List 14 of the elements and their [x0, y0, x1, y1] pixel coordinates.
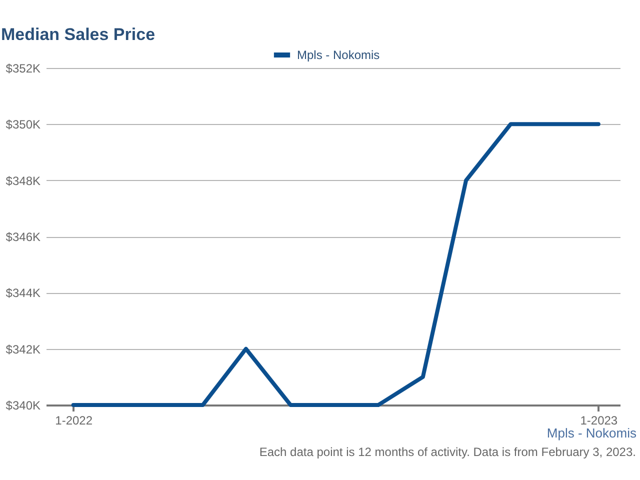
y-tick-label: $352K — [6, 62, 40, 76]
x-axis-title: Mpls - Nokomis — [546, 426, 637, 440]
y-tick-label: $344K — [6, 286, 40, 300]
line-series — [71, 122, 600, 407]
y-tick-label: $346K — [6, 230, 40, 244]
y-tick-label: $348K — [6, 174, 40, 188]
y-tick-label: $342K — [6, 342, 40, 356]
y-tick-label: $350K — [6, 118, 40, 132]
chart-title: Median Sales Price — [1, 25, 156, 44]
x-tick-label: 1-2022 — [55, 414, 93, 428]
x-tick-label: 1-2023 — [580, 414, 618, 428]
text: Each data point is 12 months of activity. Data is from February 3, 2023. — [259, 445, 636, 459]
y-tick-label: $340K — [6, 398, 40, 412]
legend-label: Mpls - Nokomis — [297, 48, 380, 62]
